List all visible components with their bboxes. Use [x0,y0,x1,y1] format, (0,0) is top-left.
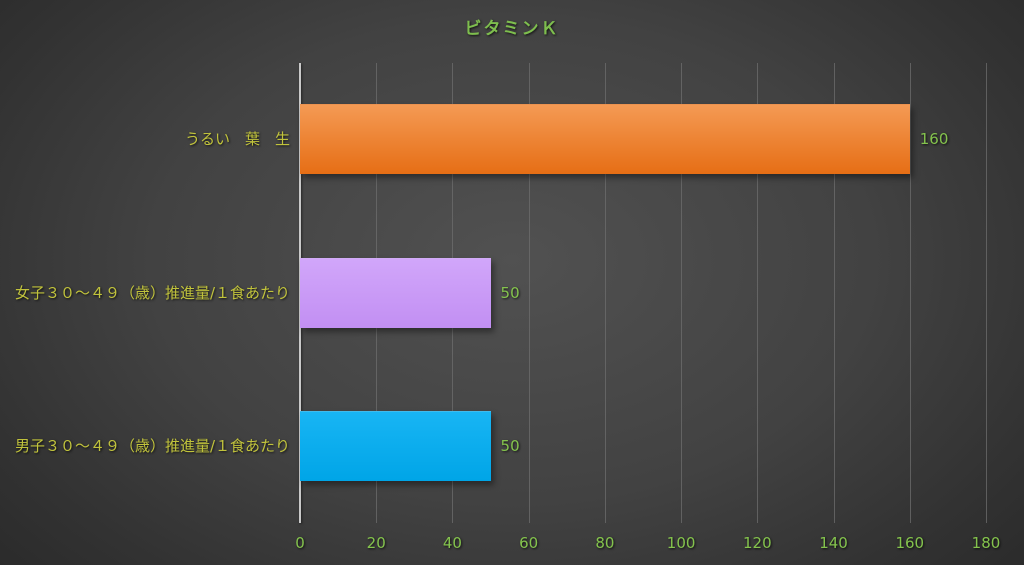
gridline [909,63,911,523]
bar-male-recommended [300,411,491,481]
category-label: 女子３０～４９（歳）推進量/１食あたり [14,284,290,302]
value-label: 160 [919,130,949,148]
bar-urui-ha-nama [300,104,910,174]
bar-row: 50 [300,411,986,481]
gridline [681,63,683,523]
x-tick-label: 60 [519,534,539,552]
x-axis: 0 20 40 60 80 100 120 140 160 180 [295,534,1000,556]
bar-row: 50 [300,258,986,328]
category-label: うるい 葉 生 [184,130,290,148]
x-tick-label: 160 [895,534,925,552]
x-tick-label: 40 [442,534,462,552]
x-tick-label: 80 [595,534,615,552]
gridline [833,63,835,523]
gridline [528,63,530,523]
category-label: 男子３０～４９（歳）推進量/１食あたり [14,437,290,455]
gridline [986,63,987,523]
value-label: 50 [500,284,520,302]
x-tick-label: 20 [366,534,386,552]
bar-row: 160 [300,104,986,174]
x-tick-label: 180 [971,534,1001,552]
gridline [604,63,606,523]
x-tick-label: 0 [295,534,305,552]
x-tick-label: 120 [743,534,772,552]
bar-female-recommended [300,258,491,328]
chart-title: ビタミンＫ [464,19,560,39]
gridline [757,63,759,523]
value-label: 50 [500,437,520,455]
x-tick-label: 140 [819,534,848,552]
plot-area: 160 50 50 [299,63,987,523]
x-tick-label: 100 [666,534,696,552]
